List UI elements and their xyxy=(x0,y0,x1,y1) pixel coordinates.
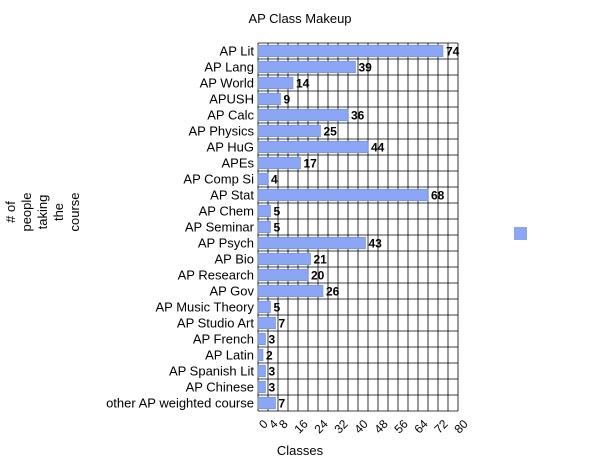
x-tick-label: 72 xyxy=(431,417,451,437)
bar xyxy=(257,252,311,266)
y-axis-label-line: taking xyxy=(35,195,50,230)
bar xyxy=(257,380,266,394)
bar xyxy=(257,76,294,90)
bar xyxy=(257,348,264,362)
category-label: AP Chinese xyxy=(186,380,254,395)
category-label: AP Lang xyxy=(204,60,254,75)
category-label: AP Studio Art xyxy=(177,316,254,331)
category-label: AP Psych xyxy=(198,236,254,251)
category-label: APUSH xyxy=(209,92,254,107)
category-label: AP World xyxy=(200,76,254,91)
value-label: 44 xyxy=(371,141,385,155)
value-label: 68 xyxy=(431,189,445,203)
value-label: 39 xyxy=(359,61,373,75)
category-label: APEs xyxy=(221,156,254,171)
bar xyxy=(257,172,269,186)
bar xyxy=(257,332,266,346)
bar-series xyxy=(257,44,444,410)
value-label: 25 xyxy=(324,125,338,139)
x-tick-label: 32 xyxy=(331,417,351,437)
bar xyxy=(257,396,276,410)
category-label: AP Stat xyxy=(210,188,254,203)
x-tick-label: 48 xyxy=(371,417,391,437)
bar xyxy=(257,204,271,218)
category-label: AP Gov xyxy=(209,284,254,299)
category-label: AP Chem xyxy=(199,204,254,219)
bar xyxy=(257,108,349,122)
bar xyxy=(257,284,324,298)
legend-swatch xyxy=(514,227,527,240)
category-label: AP Lit xyxy=(220,44,255,59)
category-label: AP Spanish Lit xyxy=(169,364,254,379)
bar xyxy=(257,92,281,106)
category-label: AP Bio xyxy=(214,252,254,267)
x-axis-ticks: 048 16 24 32 40 48 56 64 72 80 xyxy=(256,417,471,437)
value-label: 3 xyxy=(269,381,276,395)
bar xyxy=(257,316,276,330)
bar xyxy=(257,220,271,234)
bar xyxy=(257,140,369,154)
bar xyxy=(257,124,321,138)
value-label: 7 xyxy=(279,397,286,411)
bar xyxy=(257,236,366,250)
x-tick-label: 40 xyxy=(351,417,371,437)
value-label: 3 xyxy=(269,333,276,347)
bar xyxy=(257,300,271,314)
category-label: AP French xyxy=(193,332,254,347)
bar xyxy=(257,364,266,378)
value-label: 17 xyxy=(304,157,318,171)
y-axis-label-line: # of xyxy=(3,201,18,223)
bar xyxy=(257,156,301,170)
x-tick-label: 8 xyxy=(276,417,291,432)
value-label: 9 xyxy=(284,93,291,107)
value-label: 36 xyxy=(351,109,365,123)
chart-title: AP Class Makeup xyxy=(248,11,351,26)
bar xyxy=(257,188,429,202)
value-label: 7 xyxy=(279,317,286,331)
value-label: 14 xyxy=(296,77,310,91)
category-label: other AP weighted course xyxy=(106,396,254,411)
category-label: AP Music Theory xyxy=(155,300,254,315)
category-label: AP Seminar xyxy=(185,220,255,235)
value-label: 20 xyxy=(311,269,325,283)
y-axis-label: # of people taking the course xyxy=(3,192,82,231)
value-label: 5 xyxy=(274,221,281,235)
x-tick-label: 56 xyxy=(391,417,411,437)
value-label: 43 xyxy=(369,237,383,251)
value-label: 21 xyxy=(314,253,328,267)
bar xyxy=(257,44,444,58)
chart-grid xyxy=(257,42,459,412)
value-label: 4 xyxy=(271,173,278,187)
bar xyxy=(257,268,309,282)
x-tick-label: 80 xyxy=(451,417,471,437)
x-axis-label: Classes xyxy=(277,443,324,458)
category-label: AP HuG xyxy=(207,140,254,155)
value-label: 5 xyxy=(274,301,281,315)
value-label: 26 xyxy=(326,285,340,299)
x-tick-label: 64 xyxy=(411,417,431,437)
value-label: 74 xyxy=(446,45,460,59)
y-axis-label-line: people xyxy=(19,192,34,231)
value-label: 2 xyxy=(266,349,273,363)
bar xyxy=(257,60,356,74)
x-tick-label: 24 xyxy=(311,417,331,437)
category-label: AP Physics xyxy=(188,124,254,139)
category-label: AP Research xyxy=(178,268,254,283)
x-tick-label: 16 xyxy=(291,417,311,437)
category-label: AP Calc xyxy=(207,108,254,123)
y-axis-label-line: the xyxy=(51,203,66,221)
category-label: AP Comp Si xyxy=(183,172,254,187)
category-label: AP Latin xyxy=(205,348,254,363)
value-label: 5 xyxy=(274,205,281,219)
y-axis-label-line: course xyxy=(67,192,82,231)
value-label: 3 xyxy=(269,365,276,379)
